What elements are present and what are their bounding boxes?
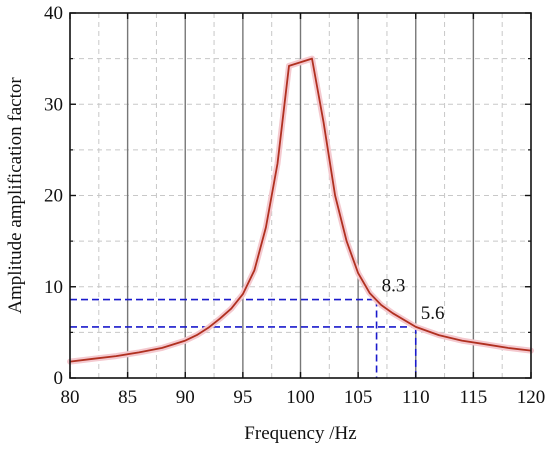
y-tick-label: 20 — [44, 186, 63, 207]
reference-value-label: 8.3 — [382, 276, 406, 297]
x-tick-label: 105 — [344, 387, 373, 408]
tick-labels: 80 85 90 95 100 105 110 115 120 0 10 20 30 40 — [44, 3, 545, 408]
series-group — [67, 55, 534, 365]
annotations: 8.3 5.6 — [382, 276, 445, 324]
x-tick-label: 115 — [459, 387, 487, 408]
x-tick-label: 90 — [176, 387, 195, 408]
y-axis-label: Amplitude amplification factor — [5, 77, 26, 314]
x-tick-label: 85 — [118, 387, 137, 408]
major-grid — [126, 13, 475, 378]
y-tick-label: 40 — [44, 3, 63, 24]
series-line — [69, 57, 532, 363]
reference-lines — [70, 298, 417, 378]
y-tick-label: 10 — [44, 277, 63, 298]
x-tick-label: 100 — [286, 387, 315, 408]
x-tick-label: 110 — [402, 387, 430, 408]
y-tick-label: 0 — [54, 368, 64, 389]
x-tick-label: 80 — [61, 387, 80, 408]
x-tick-label: 95 — [233, 387, 252, 408]
axis-ticks — [69, 12, 532, 379]
reference-value-label: 5.6 — [421, 303, 445, 324]
x-tick-label: 120 — [517, 387, 546, 408]
x-axis-label: Frequency /Hz — [244, 423, 356, 444]
y-tick-label: 30 — [44, 94, 63, 115]
